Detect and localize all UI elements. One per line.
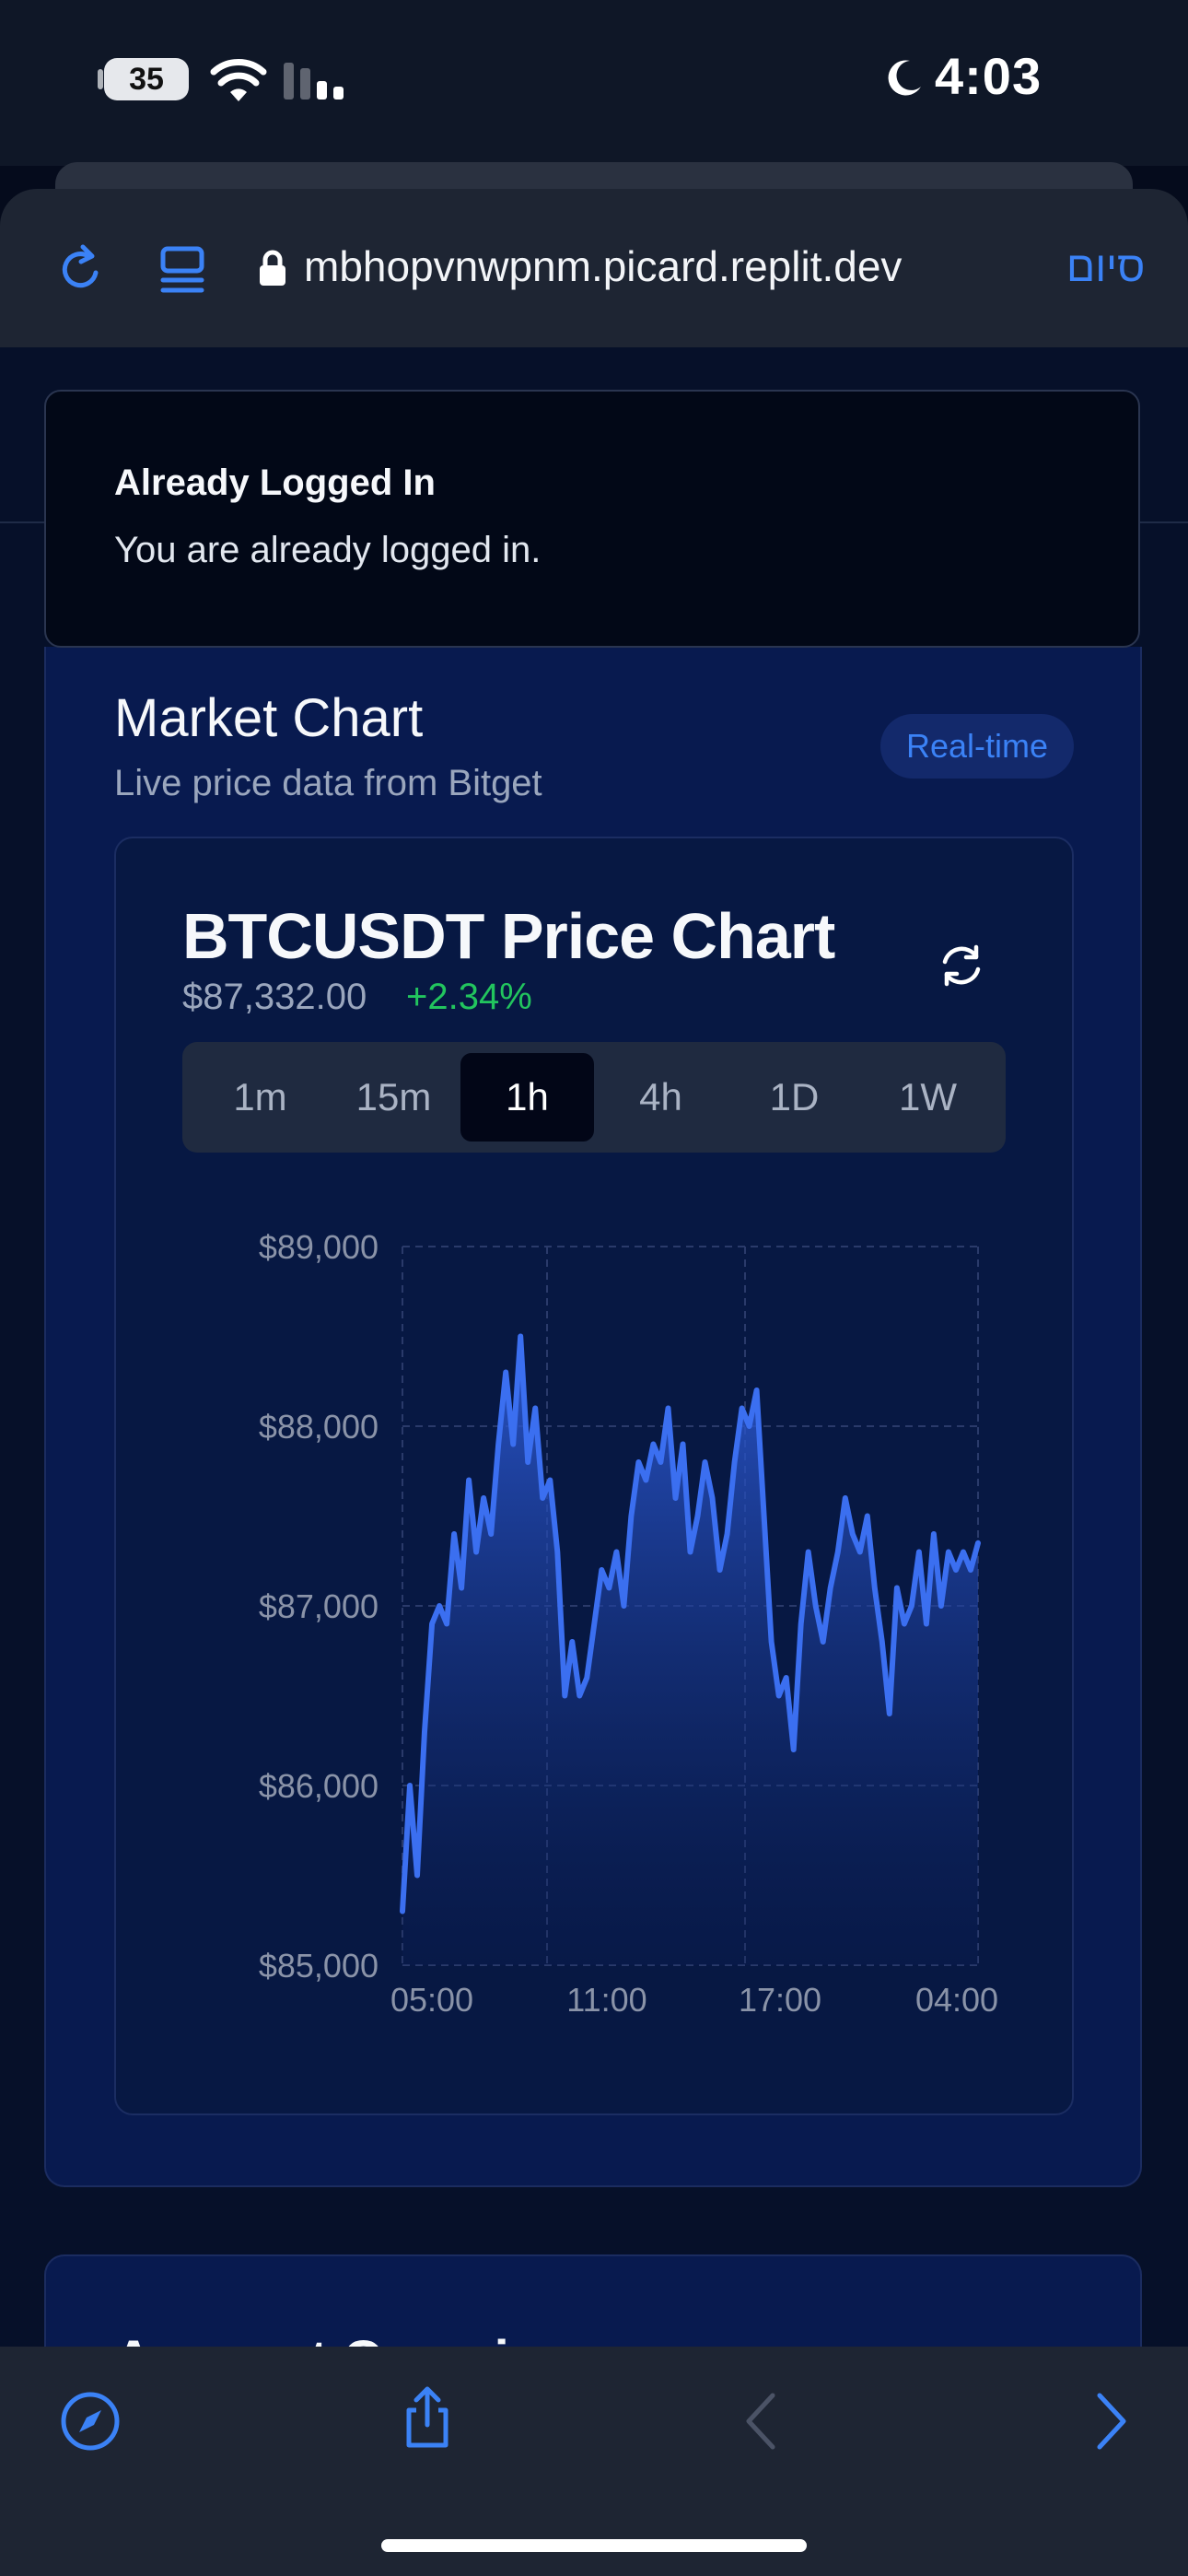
x-tick-label: 05:00 — [390, 1981, 473, 2019]
url-text[interactable]: mbhopvnwpnm.picard.replit.dev — [304, 242, 903, 290]
realtime-badge: Real-time — [880, 714, 1074, 779]
y-tick-label: $85,000 — [259, 1947, 379, 1985]
browser-toolbar — [0, 2347, 1188, 2576]
chart-title: BTCUSDT Price Chart — [182, 900, 835, 972]
y-tick-label: $89,000 — [259, 1228, 379, 1266]
compass-icon[interactable] — [57, 2388, 123, 2454]
address-bar[interactable] — [0, 189, 1188, 347]
reader-mode-icon[interactable] — [155, 241, 210, 297]
moon-icon — [888, 60, 921, 96]
timeframe-tab-1m[interactable]: 1m — [233, 1075, 287, 1118]
timeframe-selector — [182, 1042, 1006, 1153]
back-arrow-icon[interactable] — [730, 2388, 797, 2454]
price-line — [400, 1333, 981, 1914]
price-change: +2.34% — [406, 977, 532, 1017]
y-tick-label: $87,000 — [259, 1587, 379, 1625]
reload-icon[interactable] — [53, 241, 109, 297]
timeframe-tab-4h[interactable]: 4h — [639, 1075, 682, 1118]
share-icon[interactable] — [394, 2384, 460, 2451]
x-tick-label: 11:00 — [566, 1981, 646, 2019]
battery-nub — [98, 69, 103, 89]
status-bar — [0, 0, 1188, 166]
timeframe-tab-1w[interactable]: 1W — [899, 1075, 957, 1118]
price-chart: $85,000 $86,000 $87,000 $88,000 $89,000 05:0… — [259, 1228, 998, 2019]
y-tick-label: $86,000 — [259, 1767, 379, 1805]
lock-icon — [260, 250, 285, 286]
card-title: Market Chart — [114, 688, 424, 748]
status-time: 4:03 — [935, 47, 1042, 105]
y-tick-label: $88,000 — [259, 1408, 379, 1446]
done-button[interactable]: סיום — [1066, 242, 1146, 290]
timeframe-tab-1d[interactable]: 1D — [769, 1075, 820, 1118]
logged-in-toast — [44, 390, 1140, 648]
cellular-signal-icon — [284, 63, 344, 100]
refresh-icon[interactable] — [936, 940, 987, 991]
card-subtitle: Live price data from Bitget — [114, 763, 542, 803]
forward-arrow-icon[interactable] — [1076, 2388, 1142, 2454]
battery-indicator: 35 — [104, 58, 189, 100]
timeframe-tab-1h[interactable]: 1h — [460, 1053, 594, 1142]
timeframe-tab-15m[interactable]: 15m — [355, 1075, 432, 1118]
wifi-icon — [210, 59, 267, 101]
x-tick-label: 17:00 — [739, 1981, 821, 2019]
home-indicator — [381, 2539, 807, 2552]
toast-message: You are already logged in. — [114, 530, 542, 570]
current-price: $87,332.00 — [182, 977, 367, 1017]
x-tick-label: 04:00 — [915, 1981, 998, 2019]
toast-title: Already Logged In — [114, 463, 436, 503]
